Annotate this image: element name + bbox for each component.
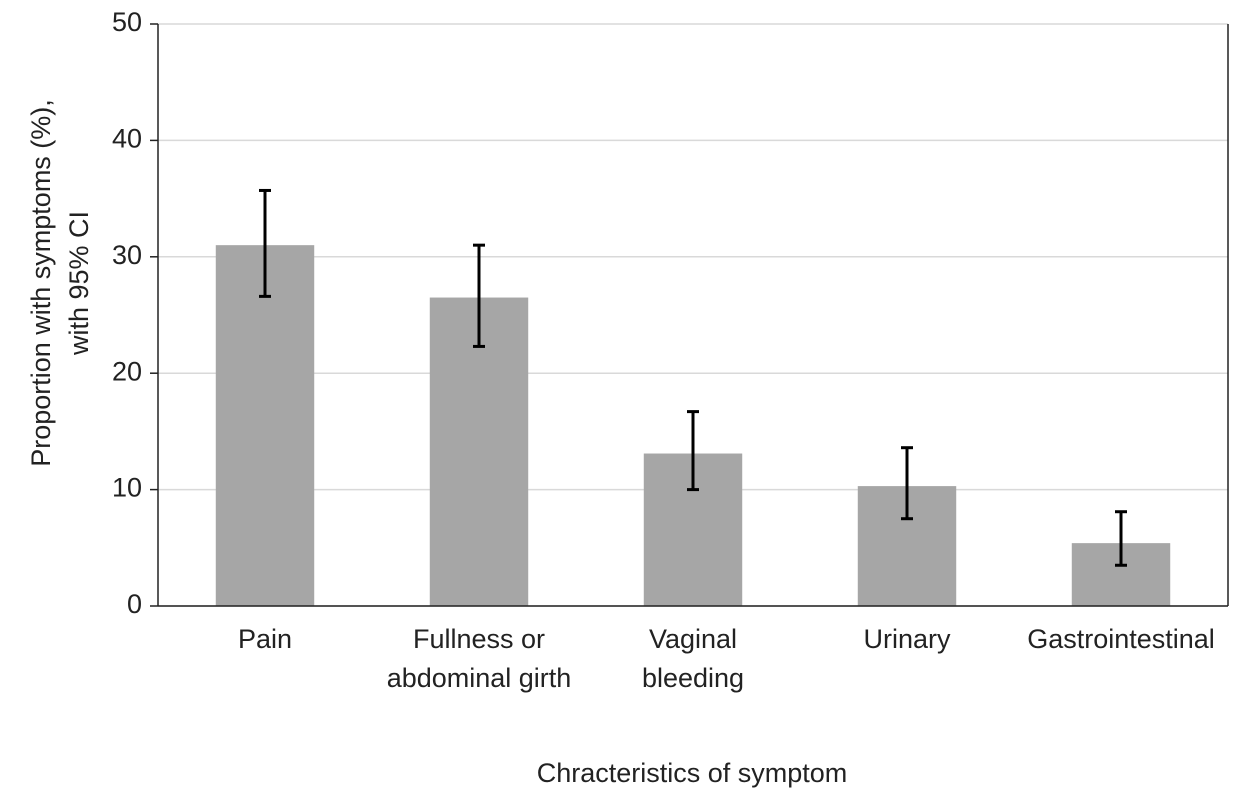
y-tick-label: 10 — [112, 473, 142, 503]
y-tick-label: 0 — [127, 589, 142, 619]
x-tick-label: Urinary — [863, 624, 951, 654]
x-tick-label: Fullness or abdominal girth — [386, 624, 572, 693]
y-tick-label: 20 — [112, 356, 142, 386]
y-tick-label: 40 — [112, 124, 142, 154]
bar — [215, 245, 315, 606]
x-axis-label: Chracteristics of symptom — [537, 758, 848, 788]
y-axis-label: Proportion with symptoms (%), with 95% C… — [26, 99, 94, 467]
y-axis-label-line: with 95% CI — [64, 211, 94, 356]
x-tick-label: Vaginal bleeding — [641, 624, 745, 693]
x-tick-label: Pain — [237, 624, 293, 654]
y-tick-label: 30 — [112, 240, 142, 270]
y-axis-label-line: Proportion with symptoms (%), — [26, 99, 56, 467]
bar — [429, 297, 529, 606]
y-tick-label: 50 — [112, 7, 142, 37]
x-tick-label: Gastrointestinal — [1027, 624, 1215, 654]
